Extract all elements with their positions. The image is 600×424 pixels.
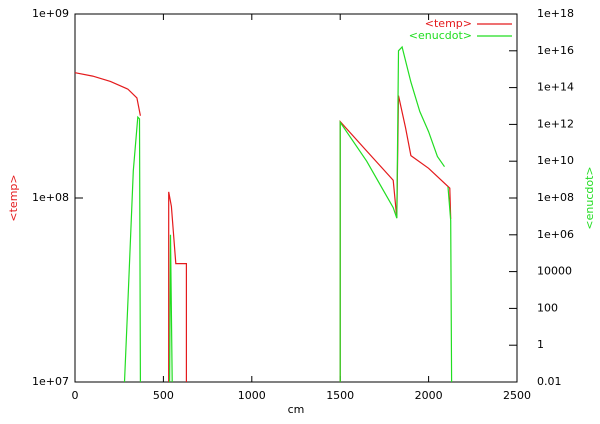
legend-label: <enucdot>: [409, 29, 472, 42]
y2-tick-label: 1e+12: [537, 117, 574, 130]
y2-tick-label: 1e+14: [537, 81, 574, 94]
x-tick-label: 2000: [415, 389, 443, 402]
y2-tick-label: 1e+06: [537, 228, 574, 241]
y2-tick-label: 100: [537, 301, 558, 314]
x-tick-label: 1500: [326, 389, 354, 402]
y2-tick-label: 1e+10: [537, 154, 574, 167]
legend-label: <temp>: [425, 17, 472, 30]
y2-tick-label: 1: [537, 338, 544, 351]
y-tick-label: 1e+08: [32, 191, 69, 204]
x-axis-label: cm: [288, 403, 305, 416]
y2-axis-label: <enucdot>: [583, 166, 596, 229]
y2-tick-label: 0.01: [537, 375, 562, 388]
x-tick-label: 0: [72, 389, 79, 402]
y2-tick-label: 10000: [537, 265, 572, 278]
series-line: [123, 45, 453, 383]
y2-tick-label: 1e+08: [537, 191, 574, 204]
x-tick-label: 1000: [238, 389, 266, 402]
y-axis-label: <temp>: [7, 174, 20, 221]
y-tick-label: 1e+09: [32, 7, 69, 20]
y-tick-label: 1e+07: [32, 375, 69, 388]
y2-tick-label: 1e+16: [537, 44, 574, 57]
y2-tick-label: 1e+18: [537, 7, 574, 20]
x-tick-label: 2500: [503, 389, 531, 402]
x-tick-label: 500: [153, 389, 174, 402]
